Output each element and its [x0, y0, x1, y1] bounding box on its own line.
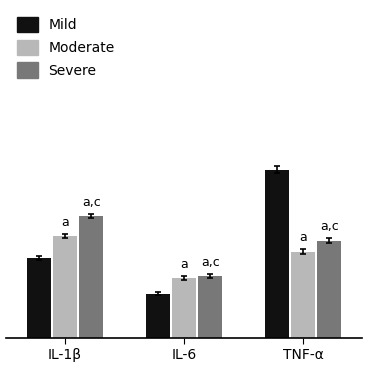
Bar [27, 258, 51, 338]
Text: a: a [61, 216, 69, 229]
Text: a: a [299, 231, 307, 244]
Text: a,c: a,c [82, 195, 100, 209]
Bar [146, 294, 170, 338]
Text: a: a [180, 258, 188, 271]
Bar [291, 252, 315, 338]
Bar [172, 278, 196, 338]
Text: a,c: a,c [201, 256, 220, 269]
Bar [198, 276, 222, 338]
Bar [265, 170, 289, 338]
Legend: Mild, Moderate, Severe: Mild, Moderate, Severe [13, 13, 119, 82]
Bar [317, 241, 341, 338]
Bar [79, 216, 103, 338]
Text: a,c: a,c [320, 220, 339, 233]
Bar [53, 236, 77, 338]
